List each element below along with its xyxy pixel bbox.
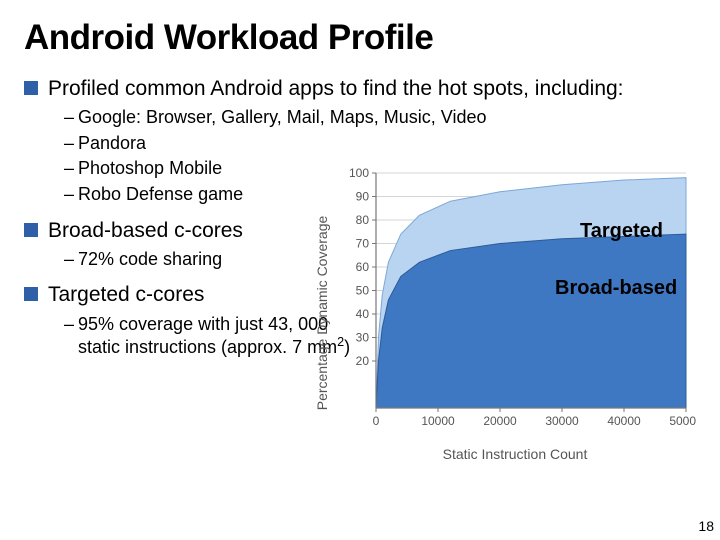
page-title: Android Workload Profile	[24, 18, 696, 58]
dash-icon: –	[64, 249, 78, 271]
sub-bullet-item: –Pandora	[64, 133, 696, 155]
sub-bullet-text: Google: Browser, Gallery, Mail, Maps, Mu…	[78, 107, 487, 129]
svg-text:60: 60	[356, 260, 370, 274]
bullet-square-icon	[24, 287, 38, 301]
dash-icon: –	[64, 133, 78, 155]
dash-icon: –	[64, 107, 78, 129]
svg-text:10000: 10000	[421, 414, 455, 428]
bullet-text: Targeted c-cores	[48, 282, 204, 307]
sub-bullet-item: –Google: Browser, Gallery, Mail, Maps, M…	[64, 107, 696, 129]
bullet-text: Broad-based c-cores	[48, 218, 243, 243]
svg-text:20000: 20000	[483, 414, 517, 428]
svg-text:40: 40	[356, 307, 370, 321]
sub-bullet-text: Photoshop Mobile	[78, 158, 222, 180]
svg-text:30000: 30000	[545, 414, 579, 428]
sub-bullet-text: 72% code sharing	[78, 249, 222, 271]
svg-text:50000: 50000	[669, 414, 696, 428]
svg-text:0: 0	[373, 414, 380, 428]
sub-bullet-text: Pandora	[78, 133, 146, 155]
svg-text:90: 90	[356, 190, 370, 204]
page-number: 18	[698, 518, 714, 534]
chart-annotation: Targeted	[580, 220, 663, 243]
svg-text:80: 80	[356, 213, 370, 227]
bullet-square-icon	[24, 81, 38, 95]
bullet-square-icon	[24, 223, 38, 237]
svg-text:50: 50	[356, 284, 370, 298]
bullet-text: Profiled common Android apps to find the…	[48, 76, 624, 101]
bullet-item: Profiled common Android apps to find the…	[24, 76, 696, 101]
dash-icon: –	[64, 158, 78, 180]
sub-bullet-text: Robo Defense game	[78, 184, 243, 206]
chart-ylabel: Percentage Dynamic Coverage	[314, 215, 330, 410]
dash-icon: –	[64, 314, 78, 336]
dash-icon: –	[64, 184, 78, 206]
svg-text:70: 70	[356, 237, 370, 251]
svg-text:100: 100	[349, 166, 369, 180]
svg-text:40000: 40000	[607, 414, 641, 428]
coverage-chart: Percentage Dynamic Coverage 203040506070…	[330, 165, 700, 460]
svg-text:30: 30	[356, 331, 370, 345]
svg-text:20: 20	[356, 354, 370, 368]
chart-xlabel: Static Instruction Count	[330, 446, 700, 462]
chart-annotation: Broad-based	[555, 277, 677, 300]
